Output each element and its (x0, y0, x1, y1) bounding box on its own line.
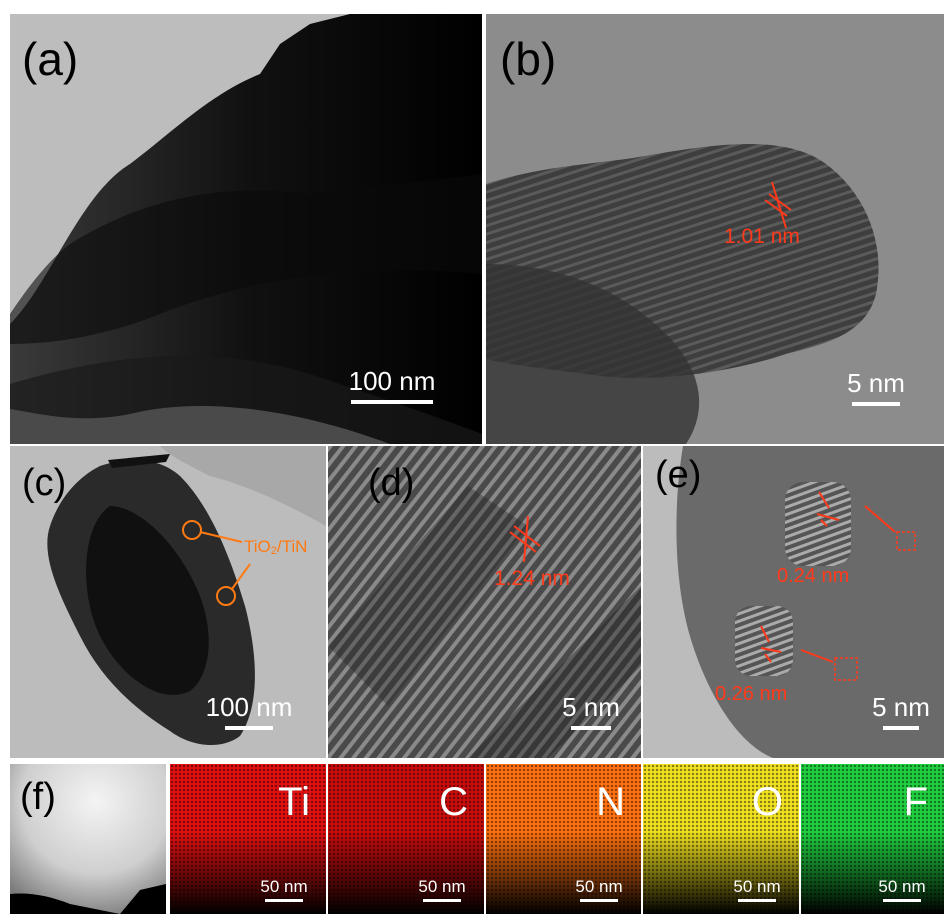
panel-c-micrograph (10, 446, 326, 758)
panel-b-hrtem-image: 1.01 nm (b) 5 nm (486, 14, 944, 444)
eds-scale-line (738, 899, 776, 902)
panel-c-scale-text: 100 nm (205, 692, 293, 722)
panel-c-phase-main: TiO (244, 537, 271, 556)
panel-c-scale-line (225, 726, 273, 730)
panel-a-scale-line (351, 400, 433, 404)
eds-scale-bar: 50 nm (563, 878, 635, 902)
panel-d-label: (d) (368, 462, 415, 504)
eds-scale-line (883, 899, 921, 902)
panel-b-spacing-label: 1.01 nm (724, 225, 800, 248)
panel-c-markers (182, 520, 251, 606)
panel-f-label: (f) (20, 776, 56, 818)
eds-map-f: F 50 nm (801, 764, 944, 914)
panel-e-spacing-top-label: 0.24 nm (777, 565, 850, 587)
panel-a-label: (a) (22, 33, 79, 85)
panel-e-spacing-bottom-label: 0.26 nm (715, 683, 788, 705)
eds-scale-text: 50 nm (733, 877, 781, 896)
eds-map-n: N 50 nm (486, 764, 641, 914)
eds-scale-bar: 50 nm (866, 878, 938, 902)
eds-map-noise (328, 764, 484, 914)
eds-scale-text: 50 nm (418, 877, 466, 896)
panel-b-scale-line (852, 402, 900, 406)
panel-b-label: (b) (500, 33, 557, 85)
panel-c-tem-image: TiO2/TiN (c) 100 nm (10, 446, 326, 758)
panel-b-micrograph (486, 14, 944, 444)
eds-map-noise (643, 764, 799, 914)
eds-map-o: O 50 nm (643, 764, 799, 914)
eds-scale-line (580, 899, 618, 902)
eds-scale-text: 50 nm (878, 877, 926, 896)
eds-scale-bar: 50 nm (248, 878, 320, 902)
panel-e-scale-bar: 5 nm (861, 694, 941, 730)
panel-f-micrograph (10, 764, 166, 914)
panel-e-hrtem-image: 0.24 nm 0.26 nm (e) 5 nm (643, 446, 944, 758)
panel-a-scale-text: 100 nm (348, 366, 436, 396)
panel-a-scale-bar: 100 nm (332, 368, 452, 404)
panel-d-spacing-label: 1.24 nm (494, 567, 570, 590)
panel-a-tem-image: (a) 100 nm (10, 14, 482, 444)
panel-c-phase-label: TiO2/TiN (244, 538, 307, 557)
panel-c-phase-rest: /TiN (276, 537, 308, 556)
eds-scale-text: 50 nm (260, 877, 308, 896)
panel-d-scale-bar: 5 nm (546, 694, 636, 730)
eds-map-ti: Ti 50 nm (170, 764, 326, 914)
eds-scale-bar: 50 nm (721, 878, 793, 902)
panel-d-hrtem-image: 1.24 nm (d) 5 nm (328, 446, 641, 758)
eds-element-label: C (439, 780, 468, 824)
panel-f-haadf-image: (f) (10, 764, 166, 914)
eds-scale-bar: 50 nm (406, 878, 478, 902)
panel-a-micrograph (10, 14, 482, 444)
eds-scale-text: 50 nm (575, 877, 623, 896)
panel-e-scale-line (883, 726, 919, 730)
panel-d-scale-text: 5 nm (562, 692, 620, 722)
panel-e-markers (760, 491, 916, 681)
panel-c-label: (c) (22, 462, 67, 504)
panel-e-label: (e) (655, 454, 702, 496)
eds-element-label: O (751, 780, 783, 824)
eds-element-label: Ti (278, 780, 310, 824)
eds-map-c: C 50 nm (328, 764, 484, 914)
panel-e-micrograph (643, 446, 944, 758)
eds-map-noise (170, 764, 326, 914)
panel-c-scale-bar: 100 nm (194, 694, 304, 730)
panel-e-scale-text: 5 nm (872, 692, 930, 722)
panel-b-scale-bar: 5 nm (826, 370, 926, 406)
panel-d-spacing-marker (509, 515, 541, 563)
panel-c-phase-sub: 2 (270, 545, 277, 558)
panel-d-scale-line (571, 726, 611, 730)
eds-element-label: F (903, 780, 928, 824)
panel-b-spacing-marker (764, 181, 792, 229)
panel-d-micrograph (328, 446, 641, 758)
eds-element-label: N (596, 780, 625, 824)
eds-map-noise (801, 764, 944, 914)
eds-scale-line (265, 899, 303, 902)
panel-b-scale-text: 5 nm (847, 368, 905, 398)
eds-map-noise (486, 764, 641, 914)
eds-scale-line (423, 899, 461, 902)
